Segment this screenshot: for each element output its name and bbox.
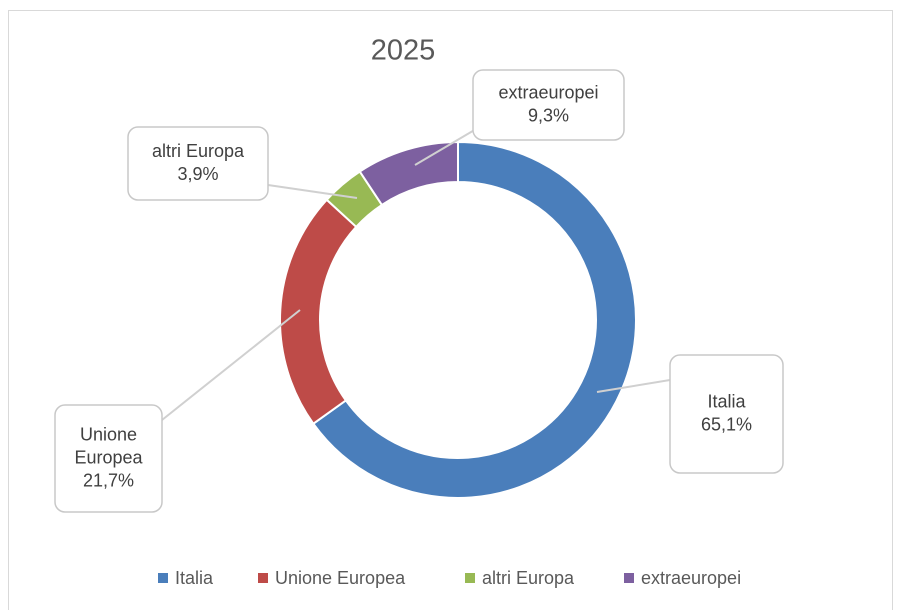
donut-segment [311, 140, 637, 499]
data-label-name: extraeuropei [498, 82, 598, 102]
legend-marker [258, 573, 268, 583]
leader-line [267, 184, 358, 199]
chart-title: 2025 [371, 35, 436, 67]
callout-box [54, 404, 163, 513]
callout-box [472, 69, 625, 141]
data-label-value: 3,9% [177, 164, 218, 184]
legend-marker [624, 573, 634, 583]
data-label-value: 21,7% [83, 470, 134, 490]
callout-box [669, 354, 784, 474]
legend-label: Italia [175, 568, 214, 588]
data-label-value: 9,3% [528, 105, 569, 125]
callout-box [127, 126, 269, 201]
leader-line [161, 309, 301, 421]
donut-segment [358, 140, 459, 207]
data-label-name: altri Europa [152, 141, 245, 161]
data-label-value: 65,1% [701, 414, 752, 434]
legend-marker [465, 573, 475, 583]
leader-line [596, 379, 671, 393]
legend-marker [158, 573, 168, 583]
legend-label: Unione Europea [275, 568, 406, 588]
data-label-name: Unione Europea [74, 424, 143, 467]
chart-border [8, 10, 893, 610]
legend-label: altri Europa [482, 568, 575, 588]
data-label-name: Italia [707, 391, 746, 411]
legend-label: extraeuropei [641, 568, 741, 588]
